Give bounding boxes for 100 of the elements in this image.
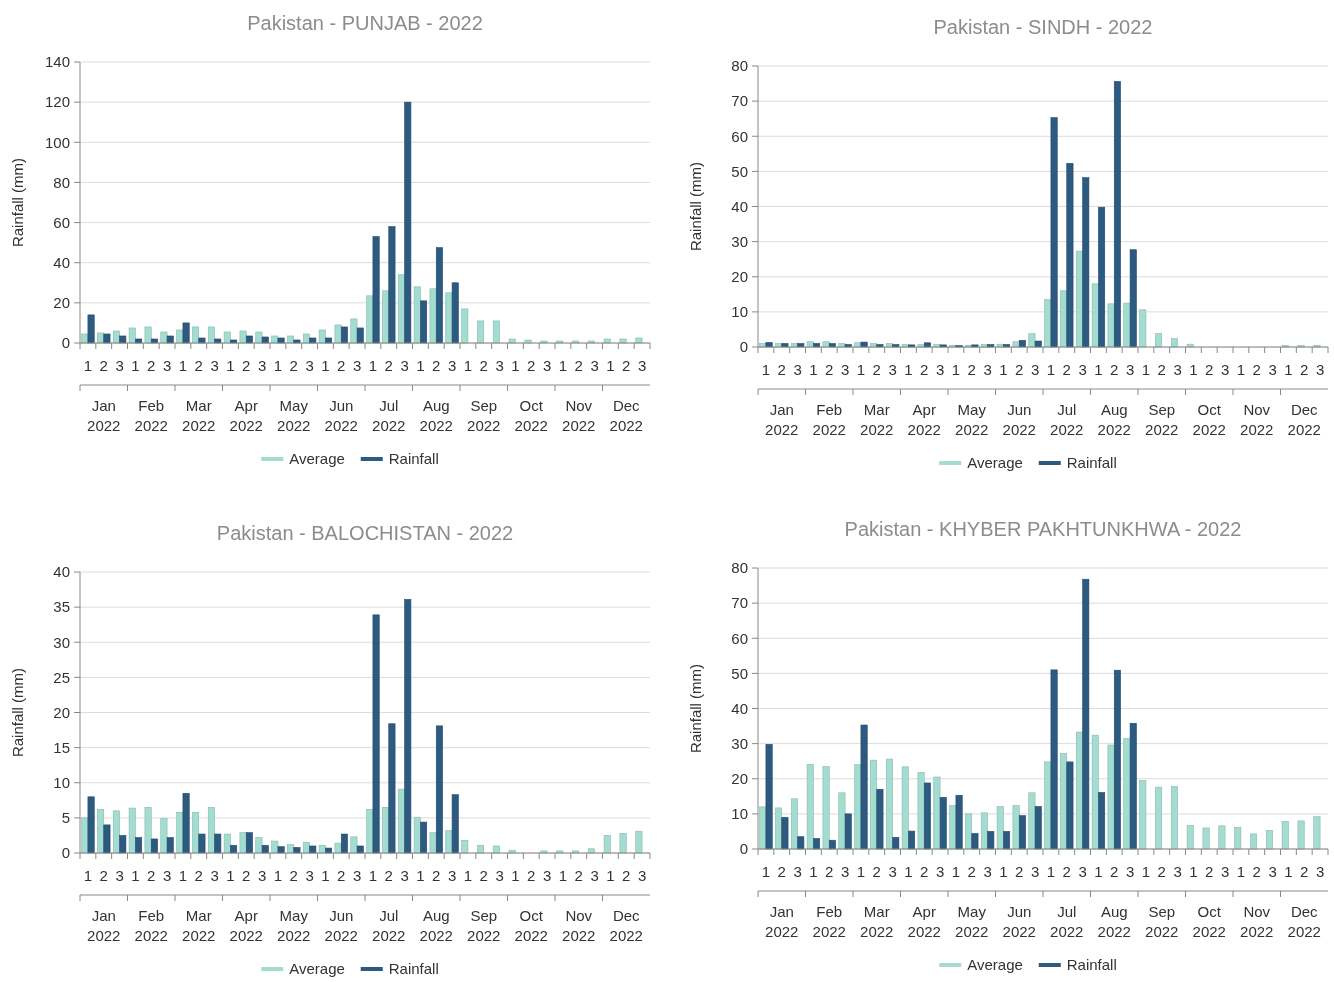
- x-tick-label: 3: [888, 863, 897, 880]
- x-tick-label: 2: [1015, 361, 1024, 378]
- x-tick-label: 1: [1284, 361, 1293, 378]
- x-tick-label: 1: [1141, 863, 1151, 880]
- chart-title: Pakistan - BALOCHISTAN - 2022: [216, 522, 514, 544]
- x-tick-label: 3: [447, 357, 457, 374]
- y-tick-label: 40: [731, 197, 748, 215]
- x-tick-label: 1: [131, 357, 140, 374]
- x-tick-label: 2: [777, 863, 786, 880]
- x-tick-label: 2: [99, 357, 108, 374]
- text: Nov 2022: [562, 397, 596, 434]
- legend-label: Average: [967, 956, 1023, 974]
- x-tick-label: 2: [479, 867, 488, 884]
- x-tick-label: 1: [1236, 361, 1246, 378]
- y-tick-label: 140: [44, 53, 70, 71]
- y-tick-label: 0: [739, 338, 748, 356]
- y-tick-label: 20: [731, 770, 748, 787]
- x-tick-label: 2: [1157, 863, 1166, 880]
- x-tick-label: 3: [305, 357, 314, 374]
- legend-label: Rainfall: [388, 960, 439, 978]
- y-tick-label: 60: [53, 213, 70, 231]
- text: Mar 2022: [182, 397, 216, 434]
- x-tick-label: 3: [257, 867, 267, 884]
- x-tick-label: 3: [495, 357, 504, 374]
- y-axis-title: Rainfall (mm): [687, 663, 704, 754]
- x-tick-label: 2: [1252, 361, 1261, 378]
- x-tick-label: 3: [1268, 863, 1277, 880]
- x-tick-label: 2: [337, 867, 346, 884]
- y-tick-label: 80: [53, 173, 70, 191]
- y-tick-label: 20: [53, 703, 70, 721]
- x-tick-label: 1: [904, 361, 913, 378]
- x-tick-label: 1: [131, 867, 140, 884]
- x-tick-label: 1: [951, 361, 961, 378]
- text: Nov 2022: [1240, 903, 1274, 940]
- x-tick-label: 2: [825, 863, 834, 880]
- x-tick-label: 2: [872, 361, 881, 378]
- x-tick-label: 3: [1125, 863, 1135, 880]
- x-tick-label: 1: [1189, 863, 1198, 880]
- x-tick-label: 3: [542, 867, 552, 884]
- x-tick-label: 2: [1110, 863, 1119, 880]
- x-tick-label: 2: [289, 867, 298, 884]
- x-tick-label: 1: [416, 357, 425, 374]
- text: Jan 2022: [87, 397, 121, 434]
- x-tick-label: 3: [590, 357, 599, 374]
- text: Apr 2022: [907, 401, 941, 438]
- x-tick-label: 1: [463, 357, 473, 374]
- y-tick-label: 10: [53, 774, 70, 791]
- text: Mar 2022: [860, 903, 894, 940]
- text: Jun 2022: [324, 397, 358, 434]
- text: Sep 2022: [467, 397, 501, 434]
- x-tick-label: 2: [432, 357, 441, 374]
- text: Oct 2022: [1192, 401, 1226, 438]
- x-tick-label: 3: [162, 357, 172, 374]
- x-tick-label: 1: [1189, 361, 1198, 378]
- x-tick-label: 2: [384, 867, 393, 884]
- x-tick-label: 3: [1030, 863, 1040, 880]
- y-tick-label: 40: [53, 253, 70, 271]
- y-tick-label: 5: [61, 809, 70, 827]
- text: Mar 2022: [182, 907, 216, 944]
- x-tick-label: 3: [1173, 361, 1182, 378]
- x-tick-label: 3: [210, 867, 219, 884]
- x-tick-label: 1: [809, 863, 818, 880]
- x-tick-label: 2: [1300, 863, 1309, 880]
- chart-title: Pakistan - KHYBER PAKHTUNKHWA - 2022: [844, 518, 1242, 540]
- y-tick-label: 20: [53, 294, 70, 312]
- y-tick-label: 25: [53, 668, 70, 686]
- y-tick-label: 40: [731, 699, 748, 717]
- x-tick-label: 2: [1062, 863, 1071, 880]
- x-tick-label: 3: [793, 863, 802, 880]
- y-axis-title: Rainfall (mm): [9, 157, 26, 248]
- x-tick-label: 1: [558, 357, 568, 374]
- x-tick-label: 3: [1220, 361, 1230, 378]
- x-tick-label: 2: [1300, 361, 1309, 378]
- legend-label: Rainfall: [388, 450, 439, 468]
- x-tick-label: 2: [777, 361, 786, 378]
- x-tick-label: 2: [1252, 863, 1261, 880]
- legend-label: Rainfall: [1066, 454, 1117, 472]
- x-tick-label: 2: [1015, 863, 1024, 880]
- text: Jul 2022: [372, 397, 406, 434]
- x-tick-label: 3: [1220, 863, 1230, 880]
- x-tick-label: 2: [622, 867, 631, 884]
- x-tick-label: 2: [622, 357, 631, 374]
- x-tick-label: 3: [352, 867, 362, 884]
- x-tick-label: 3: [1125, 361, 1135, 378]
- x-tick-label: 1: [321, 357, 330, 374]
- x-tick-label: 2: [574, 357, 583, 374]
- x-tick-label: 2: [147, 867, 156, 884]
- x-tick-label: 3: [637, 357, 647, 374]
- text: Oct 2022: [514, 397, 548, 434]
- text: Feb 2022: [812, 401, 846, 438]
- x-tick-label: 2: [1205, 863, 1214, 880]
- x-tick-label: 1: [999, 863, 1008, 880]
- text: Apr 2022: [229, 397, 263, 434]
- y-tick-label: 80: [731, 559, 748, 577]
- x-tick-label: 3: [840, 361, 850, 378]
- text: Dec 2022: [1287, 903, 1321, 940]
- x-tick-label: 1: [511, 357, 520, 374]
- x-tick-label: 1: [273, 867, 283, 884]
- x-tick-label: 2: [825, 361, 834, 378]
- text: Aug 2022: [419, 907, 453, 944]
